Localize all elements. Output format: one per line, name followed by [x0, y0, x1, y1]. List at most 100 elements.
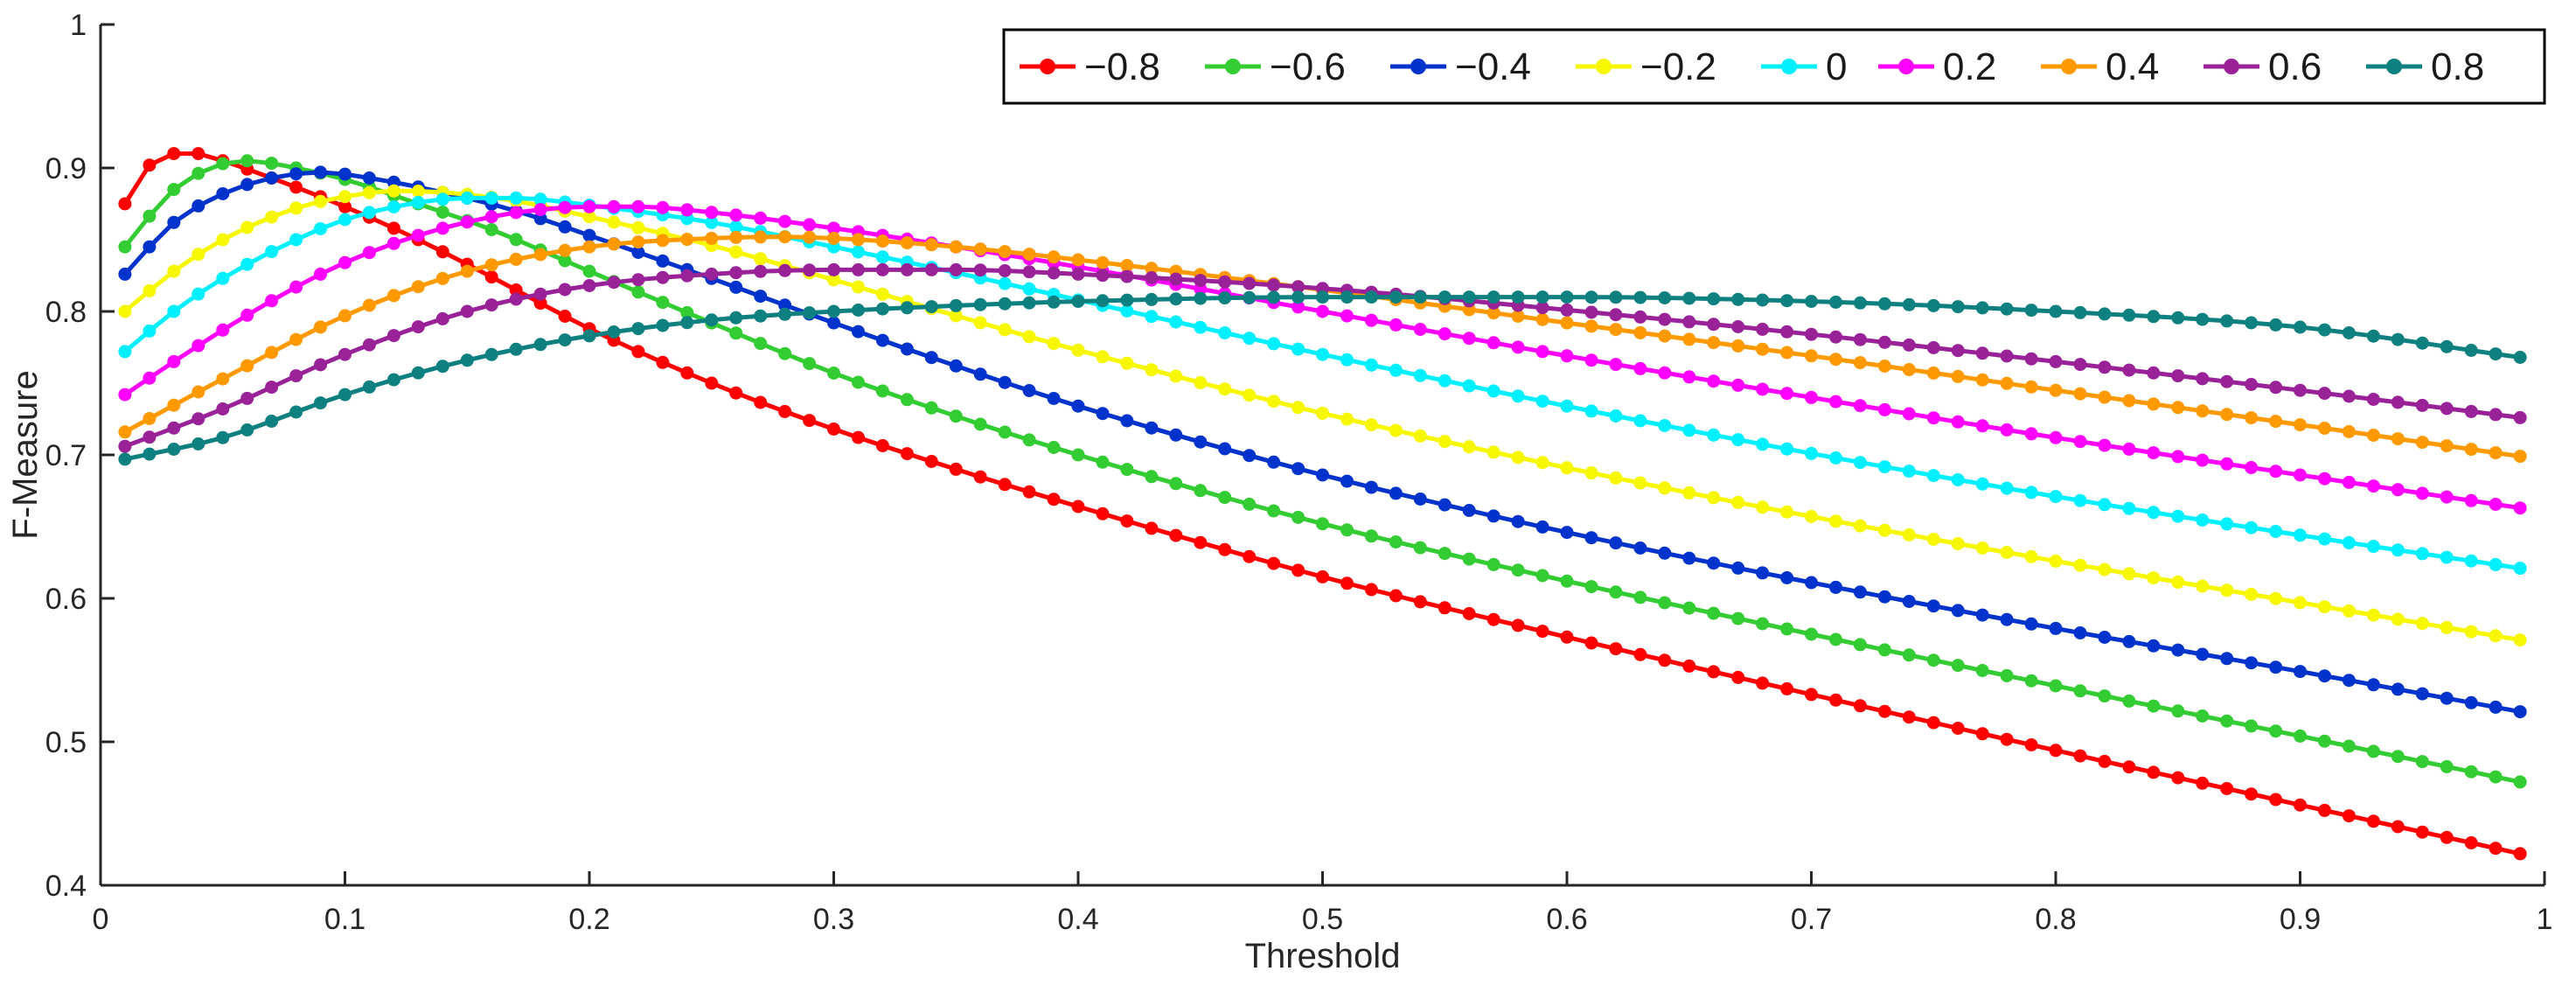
series-marker-3 — [2366, 608, 2380, 622]
series-marker-7 — [1584, 305, 1598, 319]
series-marker-1 — [1951, 659, 1965, 673]
series-marker-6 — [2440, 439, 2454, 453]
series-marker-1 — [191, 166, 205, 180]
series-marker-7 — [1756, 322, 1770, 336]
series-marker-3 — [2000, 546, 2014, 559]
series-marker-7 — [631, 273, 645, 287]
series-marker-0 — [924, 455, 938, 468]
series-marker-5 — [754, 211, 768, 225]
series-marker-0 — [1877, 704, 1891, 718]
legend-label-0: −0.8 — [1084, 45, 1160, 88]
series-marker-2 — [1951, 604, 1965, 618]
series-marker-3 — [362, 185, 376, 199]
series-marker-4 — [167, 304, 181, 318]
series-marker-6 — [1560, 316, 1574, 330]
series-line-8 — [124, 295, 2521, 462]
series-marker-2 — [1707, 556, 1721, 570]
series-marker-1 — [1022, 433, 1036, 447]
series-marker-2 — [1560, 526, 1574, 540]
series-marker-6 — [2391, 432, 2405, 446]
series-marker-2 — [118, 267, 132, 281]
series-marker-4 — [314, 222, 327, 235]
series-marker-0 — [1194, 535, 1208, 549]
series-marker-8 — [949, 298, 963, 312]
series-marker-6 — [1584, 319, 1598, 333]
series-marker-8 — [973, 297, 987, 311]
series-marker-5 — [1316, 304, 1329, 318]
series-marker-5 — [167, 354, 181, 368]
series-marker-1 — [1682, 601, 1696, 615]
series-marker-7 — [1047, 266, 1061, 280]
series-marker-4 — [1316, 347, 1329, 361]
series-marker-7 — [1267, 278, 1281, 292]
series-marker-2 — [2440, 691, 2454, 705]
series-marker-3 — [265, 210, 279, 224]
series-marker-7 — [143, 430, 157, 444]
series-marker-7 — [949, 262, 963, 276]
series-marker-3 — [2171, 575, 2185, 589]
series-marker-0 — [1731, 670, 1745, 684]
legend-label-2: −0.4 — [1455, 45, 1531, 88]
series-marker-3 — [1340, 412, 1354, 426]
series-marker-2 — [973, 367, 987, 381]
series-marker-1 — [1829, 632, 1842, 646]
series-marker-0 — [1756, 676, 1770, 690]
series-marker-4 — [1194, 320, 1208, 334]
series-marker-8 — [607, 325, 621, 339]
series-marker-7 — [1707, 318, 1721, 332]
series-marker-6 — [1047, 250, 1061, 264]
series-marker-3 — [1658, 481, 1672, 495]
series-marker-5 — [2122, 442, 2136, 456]
series-marker-2 — [1243, 449, 1257, 463]
series-marker-7 — [460, 304, 474, 318]
series-marker-6 — [1120, 259, 1134, 272]
series-marker-4 — [2415, 547, 2429, 561]
series-marker-0 — [533, 297, 547, 311]
y-axis-label: F-Measure — [6, 370, 45, 539]
series-marker-6 — [191, 385, 205, 399]
series-marker-5 — [1829, 395, 1842, 409]
series-marker-8 — [827, 304, 840, 318]
legend-label-1: −0.6 — [1270, 45, 1346, 88]
x-axis-label: Threshold — [1245, 937, 1401, 975]
series-marker-5 — [1389, 318, 1403, 332]
legend-label-8: 0.8 — [2431, 45, 2484, 88]
series-marker-2 — [533, 212, 547, 226]
series-marker-8 — [2000, 302, 2014, 316]
series-marker-3 — [1584, 466, 1598, 480]
series-marker-2 — [143, 240, 157, 254]
series-marker-3 — [1535, 456, 1549, 470]
series-marker-0 — [680, 366, 694, 380]
series-marker-5 — [2415, 486, 2429, 500]
series-marker-0 — [827, 423, 840, 436]
series-marker-3 — [1682, 486, 1696, 500]
series-marker-6 — [2220, 408, 2234, 422]
series-marker-4 — [705, 215, 719, 229]
series-marker-7 — [2073, 358, 2087, 372]
series-marker-3 — [1560, 461, 1574, 475]
series-marker-1 — [2171, 704, 2185, 718]
series-marker-1 — [656, 296, 670, 310]
series-marker-4 — [484, 191, 498, 205]
series-marker-3 — [1047, 337, 1061, 351]
series-marker-2 — [1438, 498, 1452, 512]
series-marker-4 — [1902, 465, 1916, 479]
series-marker-0 — [2391, 820, 2405, 834]
series-marker-1 — [2294, 729, 2307, 743]
series-marker-5 — [1535, 345, 1549, 359]
series-marker-5 — [216, 323, 230, 337]
series-marker-2 — [778, 298, 792, 312]
series-marker-6 — [1096, 255, 1110, 269]
series-marker-2 — [1096, 407, 1110, 421]
series-marker-8 — [2220, 314, 2234, 328]
series-marker-0 — [2000, 732, 2014, 746]
series-marker-8 — [2489, 347, 2503, 361]
series-marker-8 — [362, 380, 376, 394]
series-marker-3 — [1609, 471, 1623, 485]
legend-swatch-marker-6 — [2061, 59, 2077, 74]
series-marker-3 — [1169, 369, 1183, 383]
series-marker-2 — [1535, 520, 1549, 534]
series-marker-1 — [2245, 719, 2259, 733]
series-marker-6 — [2196, 404, 2210, 418]
series-marker-3 — [1707, 491, 1721, 505]
